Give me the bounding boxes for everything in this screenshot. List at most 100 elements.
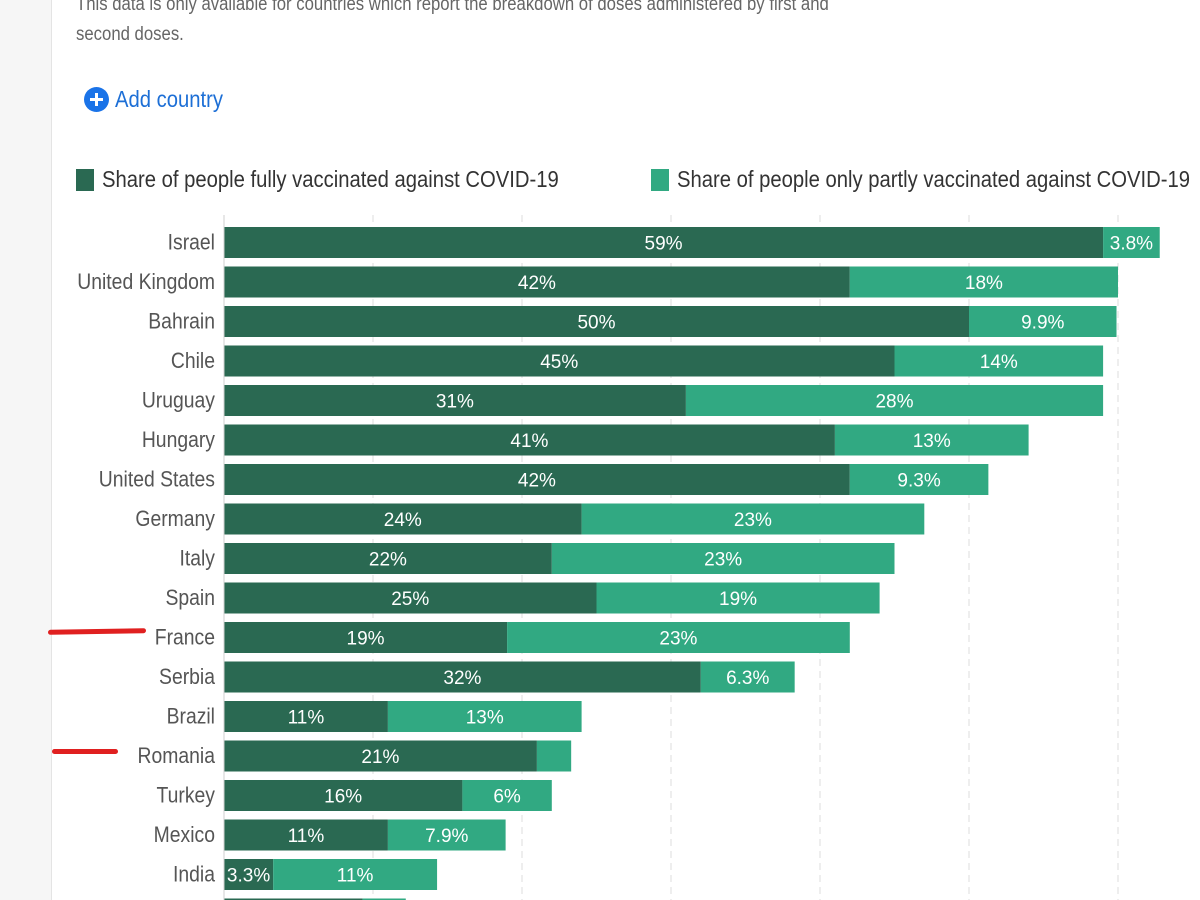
bar-partly[interactable] — [849, 464, 989, 495]
bar-value-label-fully: 3.3% — [227, 866, 270, 887]
chart-note: This data is only available for countrie… — [76, 0, 921, 50]
bar-fully[interactable] — [224, 306, 969, 337]
left-gutter — [0, 0, 52, 900]
country-label: Chile — [171, 349, 215, 373]
chart-legend: Share of people fully vaccinated against… — [76, 166, 1200, 193]
country-label: United Kingdom — [77, 270, 215, 294]
bar-value-label-partly: 19% — [719, 589, 757, 610]
legend-label-partly: Share of people only partly vaccinated a… — [677, 166, 1191, 192]
bar-fully[interactable] — [224, 701, 388, 732]
country-label: Spain — [165, 586, 215, 610]
bar-fully[interactable] — [224, 503, 582, 535]
country-label: Bahrain — [148, 309, 215, 333]
legend-swatch-fully — [76, 168, 94, 191]
bar-fully[interactable] — [224, 227, 1104, 258]
bar-partly[interactable] — [596, 582, 880, 614]
bar-partly[interactable] — [849, 266, 1118, 298]
bar-value-label-fully: 21% — [361, 747, 399, 768]
bar-value-label-fully: 25% — [391, 589, 429, 610]
bar-fully[interactable] — [224, 464, 850, 495]
bar-value-label-fully: 24% — [384, 510, 422, 531]
bar-partly[interactable] — [362, 898, 406, 900]
bar-partly[interactable] — [969, 306, 1117, 337]
add-country-button[interactable]: Add country — [84, 86, 238, 113]
note-line-2: second doses. — [76, 24, 184, 45]
bar-partly[interactable] — [536, 740, 572, 772]
bar-partly[interactable] — [273, 859, 438, 890]
bar-value-label-fully: 16% — [324, 787, 362, 808]
bar-value-label-fully: 32% — [443, 668, 481, 689]
bar-value-label-fully: 19% — [347, 629, 385, 650]
country-label: Romania — [138, 744, 216, 768]
bar-partly[interactable] — [685, 385, 1104, 416]
bar-fully[interactable] — [224, 622, 508, 653]
bar-value-label-partly: 7.9% — [425, 826, 468, 847]
bar-fully[interactable] — [224, 740, 537, 772]
bar-fully[interactable] — [224, 661, 701, 693]
bar-value-label-partly: 11% — [337, 866, 374, 887]
bar-fully[interactable] — [224, 424, 835, 456]
country-label: Mexico — [154, 823, 215, 847]
legend-label-fully: Share of people fully vaccinated against… — [102, 166, 559, 192]
country-label: Brazil — [167, 704, 215, 728]
country-label: Uruguay — [142, 388, 216, 412]
note-line-1: This data is only available for countrie… — [76, 0, 829, 15]
bar-value-label-fully: 59% — [645, 234, 683, 255]
bar-value-label-partly: 9.9% — [1021, 313, 1064, 334]
bar-value-label-fully: 11% — [288, 826, 325, 847]
legend-item-fully[interactable]: Share of people fully vaccinated against… — [76, 166, 621, 193]
country-label: United States — [99, 467, 215, 491]
bar-fully[interactable] — [224, 859, 274, 890]
bar-partly[interactable] — [1103, 227, 1160, 258]
country-label: Israel — [168, 230, 215, 254]
plus-circle-icon — [84, 87, 109, 112]
bar-fully[interactable] — [224, 780, 463, 811]
bar-fully[interactable] — [224, 266, 850, 298]
bar-partly[interactable] — [834, 424, 1029, 456]
bar-value-label-partly: 28% — [875, 392, 913, 413]
bar-fully[interactable] — [224, 819, 388, 851]
bar-value-label-fully: 50% — [577, 313, 615, 334]
bar-value-label-partly: 14% — [980, 352, 1018, 373]
bar-value-label-partly: 13% — [913, 431, 951, 452]
country-label: Germany — [135, 507, 215, 531]
bar-value-label-partly: 23% — [704, 550, 742, 571]
bar-value-label-partly: 3.8% — [1110, 234, 1153, 255]
bar-partly[interactable] — [700, 661, 795, 693]
country-label: Turkey — [157, 783, 216, 807]
legend-item-partly[interactable]: Share of people only partly vaccinated a… — [651, 166, 1200, 193]
bar-partly[interactable] — [387, 819, 506, 851]
bar-fully[interactable] — [224, 345, 895, 377]
country-label: Hungary — [142, 428, 216, 452]
bar-fully[interactable] — [224, 582, 597, 614]
bar-fully[interactable] — [224, 898, 363, 900]
bar-partly[interactable] — [387, 701, 582, 732]
bar-value-label-partly: 13% — [466, 708, 504, 729]
bar-value-label-fully: 45% — [540, 352, 578, 373]
country-label: France — [155, 625, 215, 649]
bar-value-label-fully: 42% — [518, 471, 556, 492]
bar-partly[interactable] — [507, 622, 850, 653]
bar-fully[interactable] — [224, 385, 686, 416]
bar-partly[interactable] — [462, 780, 552, 811]
bar-value-label-fully: 22% — [369, 550, 407, 571]
bar-value-label-fully: 41% — [510, 431, 548, 452]
bar-partly[interactable] — [551, 543, 895, 574]
bar-value-label-fully: 31% — [436, 392, 474, 413]
bar-value-label-fully: 11% — [288, 708, 325, 729]
bar-partly[interactable] — [894, 345, 1104, 377]
bar-value-label-partly: 6% — [493, 787, 521, 808]
bar-partly[interactable] — [581, 503, 925, 535]
legend-swatch-partly — [651, 168, 670, 191]
add-country-label: Add country — [115, 86, 224, 112]
bar-value-label-fully: 42% — [518, 273, 556, 294]
bar-value-label-partly: 18% — [965, 273, 1003, 294]
bar-value-label-partly: 9.3% — [897, 471, 940, 492]
country-label: India — [173, 862, 215, 886]
annotation-mark-romania — [52, 749, 118, 754]
bar-value-label-partly: 23% — [734, 510, 772, 531]
bar-value-label-partly: 23% — [659, 629, 697, 650]
bar-fully[interactable] — [224, 543, 552, 574]
bar-value-label-partly: 6.3% — [726, 668, 769, 689]
